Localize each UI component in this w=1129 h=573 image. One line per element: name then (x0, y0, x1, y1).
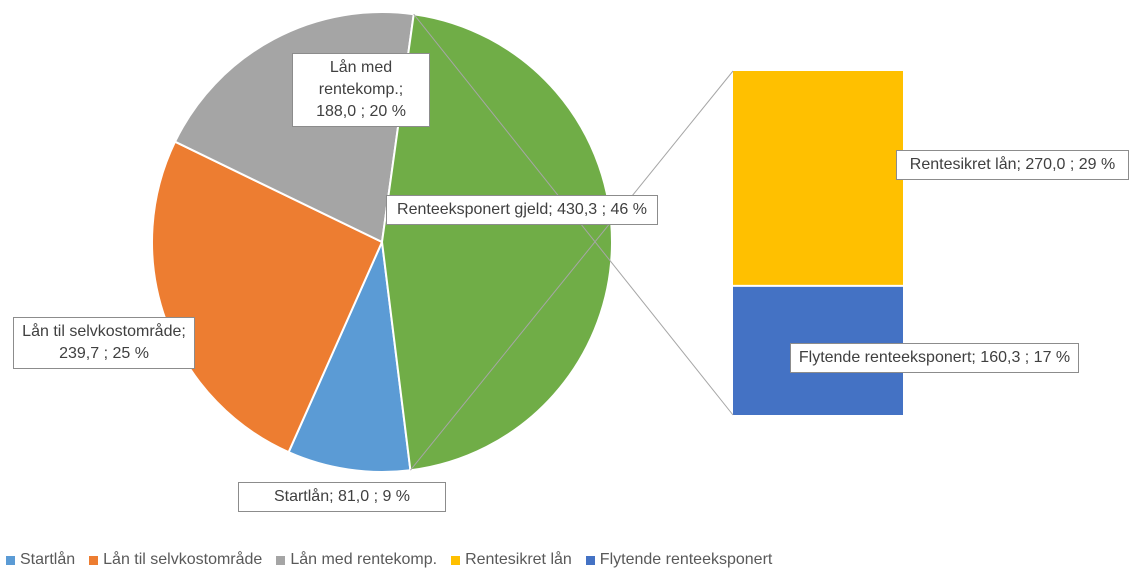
legend-item: Lån med rentekomp. (276, 551, 437, 569)
legend-label: Flytende renteeksponert (599, 551, 773, 568)
connector-line (410, 70, 734, 471)
data-label: Rentesikret lån; 270,0 ; 29 % (896, 150, 1129, 180)
data-label: Startlån; 81,0 ; 9 % (238, 482, 446, 512)
data-label: Lån med rentekomp.; 188,0 ; 20 % (292, 53, 430, 127)
legend-label: Lån med rentekomp. (290, 551, 438, 568)
data-label: Lån til selvkostområde; 239,7 ; 25 % (13, 317, 195, 369)
legend-swatch (451, 555, 461, 565)
legend-swatch (89, 555, 99, 565)
legend-label: Rentesikret lån (465, 551, 572, 568)
legend-item: Rentesikret lån (451, 551, 572, 569)
legend: Startlån Lån til selvkostområde Lån med re… (6, 551, 772, 569)
data-label: Flytende renteeksponert; 160,3 ; 17 % (790, 343, 1079, 373)
bar (733, 71, 903, 285)
legend-item: Lån til selvkostområde (89, 551, 262, 569)
legend-swatch (276, 555, 286, 565)
pie-slice (380, 13, 613, 472)
pie-slice (287, 238, 412, 473)
legend-swatch (6, 555, 15, 565)
legend-swatch (585, 555, 595, 565)
legend-item: Startlån (6, 551, 75, 569)
plot (151, 11, 903, 473)
legend-label: Startlån (20, 551, 76, 568)
legend-item: Flytende renteeksponert (585, 551, 773, 569)
data-label: Renteeksponert gjeld; 430,3 ; 46 % (386, 195, 658, 225)
legend-label: Lån til selvkostområde (103, 551, 263, 568)
